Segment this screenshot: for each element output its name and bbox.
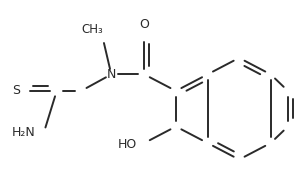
Text: H₂N: H₂N <box>12 126 35 139</box>
Text: S: S <box>12 84 21 97</box>
Text: CH₃: CH₃ <box>82 23 104 36</box>
Text: HO: HO <box>118 138 137 151</box>
Text: N: N <box>107 68 116 81</box>
Text: O: O <box>139 18 149 31</box>
